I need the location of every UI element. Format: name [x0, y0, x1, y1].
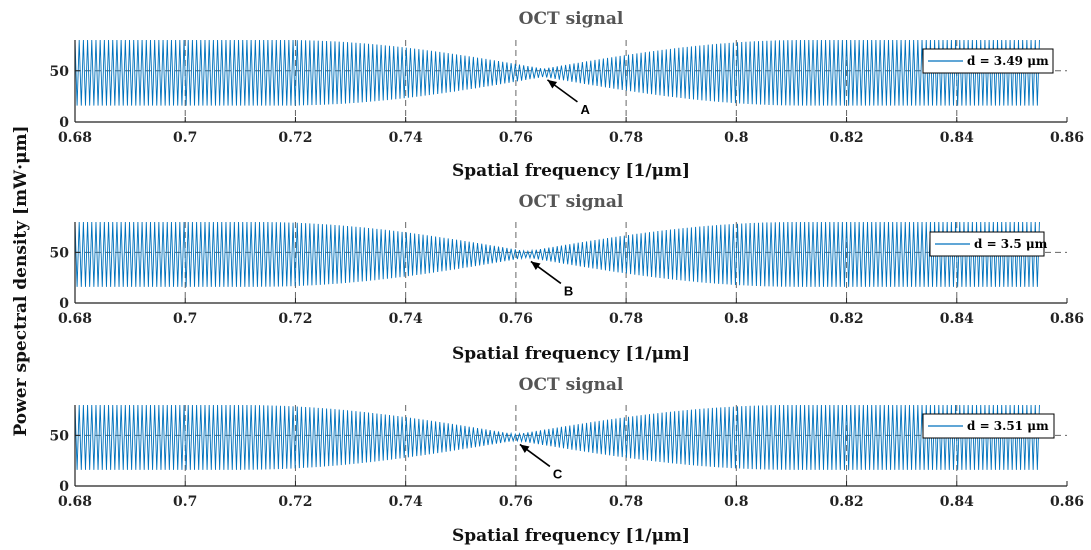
x-tick-label: 0.74: [389, 130, 423, 146]
legend-entry: d = 3.51 μm: [967, 419, 1049, 433]
x-tick-label: 0.68: [58, 494, 92, 510]
subplot-3: OCT signal 0.68 0.7 0.72 0.74 0.76 0.78 0.8 0.8…: [50, 375, 1085, 546]
x-tick-label: 0.7: [173, 311, 197, 327]
y-tick-label: 50: [50, 64, 70, 80]
legend-entry: d = 3.49 μm: [967, 54, 1049, 68]
x-tick-label: 0.78: [609, 311, 643, 327]
x-tick-label: 0.86: [1050, 494, 1084, 510]
x-tick-label: 0.84: [940, 130, 974, 146]
x-tick-label: 0.86: [1050, 130, 1084, 146]
figure-ylabel: Power spectral density [mW·μm]: [11, 125, 31, 436]
x-tick-label: 0.72: [278, 494, 312, 510]
y-tick-label: 50: [50, 245, 70, 261]
x-tick-label: 0.74: [389, 494, 423, 510]
plot-area-1: 0.68 0.7 0.72 0.74 0.76 0.78 0.8 0.82 0.84 0.86 0 5…: [50, 39, 1084, 146]
y-tick-label: 0: [59, 296, 69, 312]
annotation-label: C: [553, 466, 563, 481]
subplot-title: OCT signal: [519, 375, 624, 395]
annotation-arrow-head: [547, 79, 558, 89]
x-tick-label: 0.74: [389, 311, 423, 327]
x-axis-label: Spatial frequency [1/μm]: [452, 526, 690, 546]
annotation-arrow-head: [530, 261, 541, 270]
x-axis-label: Spatial frequency [1/μm]: [452, 344, 690, 364]
annotation-arrow-head: [519, 444, 530, 453]
x-tick-label: 0.8: [724, 130, 748, 146]
annotation-label: A: [580, 102, 590, 117]
y-tick-label: 50: [50, 428, 70, 444]
x-tick-label: 0.84: [940, 494, 974, 510]
x-tick-label: 0.7: [173, 494, 197, 510]
x-tick-label: 0.84: [940, 311, 974, 327]
signal-series-line: [74, 221, 1040, 287]
x-tick-label: 0.82: [830, 311, 864, 327]
x-tick-label: 0.8: [724, 494, 748, 510]
x-tick-label: 0.78: [609, 130, 643, 146]
x-axis-label: Spatial frequency [1/μm]: [452, 161, 690, 181]
x-tick-label: 0.76: [499, 130, 533, 146]
x-tick-label: 0.86: [1050, 311, 1084, 327]
signal-series-line: [74, 404, 1040, 470]
subplot-2: OCT signal 0.68 0.7 0.72 0.74 0.76 0.78 0.8 0.8…: [50, 192, 1085, 364]
plot-area-2: 0.68 0.7 0.72 0.74 0.76 0.78 0.8 0.82 0.84 0.86 0 5…: [50, 221, 1084, 327]
x-tick-label: 0.68: [58, 311, 92, 327]
x-tick-label: 0.82: [830, 494, 864, 510]
x-tick-label: 0.68: [58, 130, 92, 146]
y-tick-label: 0: [59, 115, 69, 131]
subplot-title: OCT signal: [519, 192, 624, 212]
x-tick-label: 0.7: [173, 130, 197, 146]
plot-area-3: 0.68 0.7 0.72 0.74 0.76 0.78 0.8 0.82 0.84 0.86 0 5…: [50, 404, 1084, 510]
x-tick-label: 0.76: [499, 494, 533, 510]
signal-series-line: [74, 39, 1040, 106]
y-tick-label: 0: [59, 479, 69, 495]
x-tick-label: 0.78: [609, 494, 643, 510]
x-tick-label: 0.76: [499, 311, 533, 327]
annotation-label: B: [564, 283, 573, 298]
subplot-1: OCT signal 0.68 0.7 0.72 0.74 0.76 0.78 0.8 0.8…: [50, 9, 1085, 181]
subplot-title: OCT signal: [519, 9, 624, 29]
x-tick-label: 0.8: [724, 311, 748, 327]
x-tick-label: 0.82: [830, 130, 864, 146]
x-tick-label: 0.72: [278, 130, 312, 146]
legend-entry: d = 3.5 μm: [974, 237, 1048, 251]
x-tick-label: 0.72: [278, 311, 312, 327]
